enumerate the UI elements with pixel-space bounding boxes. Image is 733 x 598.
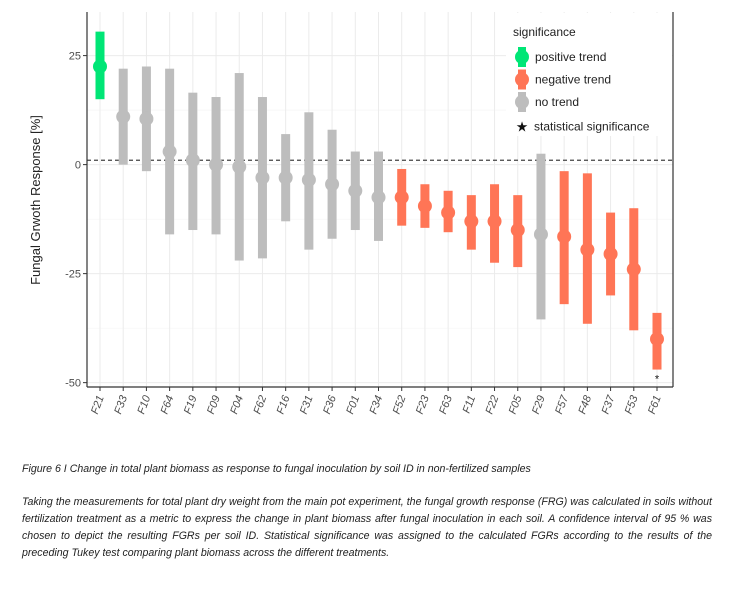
significance-star: * (655, 374, 660, 386)
point-F09 (209, 157, 224, 172)
x-tick-label: F63 (437, 393, 455, 416)
x-tick-label: F23 (414, 393, 432, 416)
x-tick-label: F53 (623, 393, 641, 416)
x-tick-label: F29 (530, 394, 548, 416)
legend-background (506, 13, 672, 136)
point-F53 (626, 262, 641, 277)
point-F34 (371, 190, 386, 205)
x-tick-label: F21 (89, 394, 107, 416)
legend-label: statistical significance (534, 120, 650, 134)
point-F61 (650, 332, 664, 347)
point-F29 (533, 227, 548, 242)
x-tick-label: F05 (507, 393, 525, 416)
point-F05 (510, 223, 525, 238)
x-tick-label: F61 (646, 394, 664, 416)
x-tick-label: F37 (600, 393, 618, 416)
x-tick-label: F11 (461, 394, 478, 415)
x-tick-label: F57 (553, 393, 571, 416)
point-F37 (603, 247, 618, 262)
legend-title: significance (513, 25, 576, 39)
point-F48 (580, 242, 595, 257)
y-axis-label: Fungal Grwoth Response [%] (28, 115, 43, 285)
point-F64 (162, 144, 177, 159)
x-tick-label: F52 (391, 394, 409, 416)
x-tick-label: F22 (484, 394, 502, 416)
point-F04 (232, 159, 247, 174)
legend: significance positive trend negative trend… (506, 13, 672, 136)
x-tick-label: F64 (159, 394, 177, 416)
x-tick-label: F31 (298, 394, 316, 416)
point-F19 (185, 153, 200, 168)
x-tick-label: F34 (368, 394, 386, 416)
legend-star-icon: ★ (516, 119, 529, 135)
point-F57 (557, 229, 572, 244)
point-F31 (301, 172, 316, 187)
x-tick-label: F04 (228, 394, 246, 416)
y-tick-label: -25 (65, 269, 81, 281)
point-F33 (116, 109, 131, 124)
legend-key-none-dot (515, 95, 529, 109)
figure-caption-body: Taking the measurements for total plant … (22, 496, 712, 559)
x-tick-label: F16 (275, 393, 293, 416)
x-tick-label: F19 (182, 394, 200, 416)
legend-key-positive-dot (515, 50, 529, 64)
point-F16 (278, 170, 293, 185)
x-tick-label: F09 (205, 394, 223, 416)
x-tick-label: F48 (576, 393, 594, 416)
x-tick-label: F62 (252, 394, 270, 416)
legend-label: no trend (535, 95, 579, 109)
figure-caption-title: Figure 6 I Change in total plant biomass… (22, 463, 531, 475)
point-F36 (325, 177, 340, 192)
point-F62 (255, 170, 270, 185)
fungal-growth-response-chart: * F21 F33 F10 F64 F19 F09 F04 F62 F16 F31 F36 F01 F3… (28, 12, 674, 416)
point-F52 (394, 190, 409, 205)
point-F01 (348, 183, 363, 198)
point-F63 (441, 205, 456, 220)
error-bars: * (93, 31, 664, 386)
legend-key-negative-dot (515, 72, 529, 87)
point-F23 (417, 199, 432, 214)
point-F22 (487, 214, 502, 229)
y-tick-label: -50 (65, 378, 81, 390)
x-tick-label: F01 (344, 394, 362, 416)
y-tick-label: 25 (69, 51, 81, 63)
point-F11 (464, 214, 479, 229)
point-F21 (93, 59, 107, 74)
legend-label: negative trend (535, 73, 611, 87)
x-tick-label: F33 (112, 393, 130, 416)
x-tick-label: F36 (321, 393, 339, 416)
point-F10 (139, 111, 154, 126)
x-tick-label: F10 (135, 393, 153, 416)
legend-label: positive trend (535, 50, 606, 64)
y-tick-label: 0 (75, 160, 81, 172)
